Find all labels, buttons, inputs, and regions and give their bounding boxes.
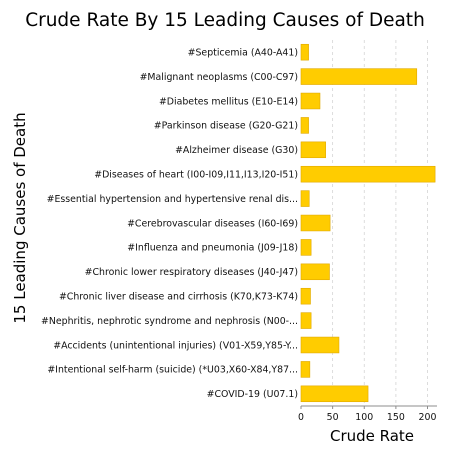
category-label: #Chronic liver disease and cirrhosis (K7…	[59, 292, 298, 303]
grid-lines	[332, 40, 428, 406]
x-tick-label: 150	[387, 412, 405, 423]
x-tick-label: 0	[298, 412, 304, 423]
bar	[300, 117, 309, 134]
x-tick-label: 100	[355, 412, 373, 423]
category-label: #Intentional self-harm (suicide) (*U03,X…	[47, 365, 298, 376]
y-axis-title: 15 Leading Causes of Death	[11, 112, 29, 323]
bar	[300, 385, 369, 403]
bar	[300, 190, 310, 207]
x-tick-labels: 0 50 100 150 200	[298, 406, 436, 423]
category-label: #COVID-19 (U07.1)	[207, 389, 298, 400]
category-label: #Accidents (unintentional injuries) (V01…	[53, 340, 298, 351]
category-label: #Nephritis, nephrotic syndrome and nephr…	[41, 316, 298, 327]
category-label: #Chronic lower respiratory diseases (J40…	[85, 267, 298, 278]
bar	[300, 312, 312, 329]
category-label: #Diseases of heart (I00-I09,I11,I13,I20-…	[94, 170, 298, 181]
bar	[300, 165, 436, 183]
bar	[300, 214, 331, 232]
category-label: #Malignant neoplasms (C00-C97)	[140, 72, 298, 83]
category-label: #Septicemia (A40-A41)	[188, 48, 298, 59]
bar	[300, 141, 326, 159]
bars	[300, 43, 436, 403]
bar	[300, 336, 340, 354]
category-label: #Diabetes mellitus (E10-E14)	[159, 96, 298, 107]
x-tick-label: 50	[327, 412, 339, 423]
bar	[300, 43, 309, 61]
bar	[300, 68, 418, 85]
category-label: #Alzheimer disease (G30)	[175, 145, 298, 156]
chart-title: Crude Rate By 15 Leading Causes of Death	[25, 10, 425, 31]
bar	[300, 239, 312, 256]
category-label: #Essential hypertension and hypertensive…	[47, 194, 298, 205]
bar	[300, 361, 311, 378]
category-label: #Parkinson disease (G20-G21)	[154, 121, 298, 132]
bar	[300, 92, 321, 110]
category-label: #Cerebrovascular diseases (I60-I69)	[127, 218, 298, 229]
x-axis-title: Crude Rate	[330, 427, 414, 445]
x-tick-label: 200	[419, 412, 437, 423]
bar	[300, 263, 330, 281]
bar	[300, 287, 311, 305]
category-labels: #Septicemia (A40-A41) #Malignant neoplasm…	[41, 48, 298, 401]
category-label: #Influenza and pneumonia (J09-J18)	[127, 243, 298, 254]
